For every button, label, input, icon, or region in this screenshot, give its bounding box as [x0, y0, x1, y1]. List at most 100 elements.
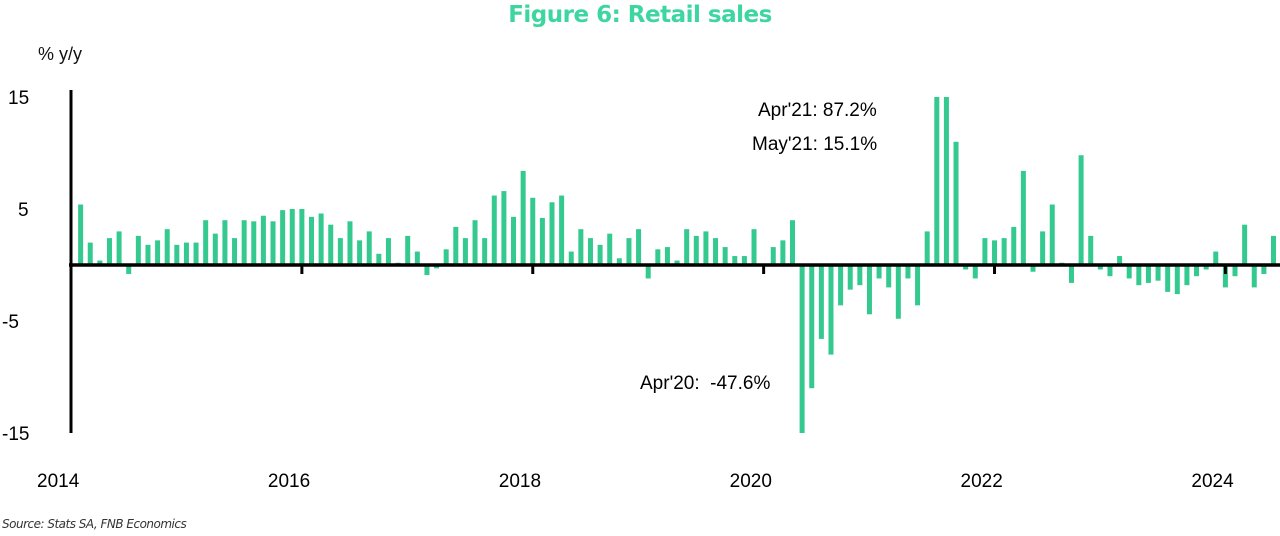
bar	[145, 244, 151, 265]
bar	[1030, 265, 1036, 272]
bar	[511, 216, 517, 265]
bar	[453, 226, 459, 265]
bar	[1145, 265, 1151, 283]
bar	[809, 265, 815, 389]
annotation-label: Apr'20: -47.6%	[640, 373, 770, 394]
bar	[895, 265, 901, 319]
bar	[636, 229, 642, 265]
bar	[414, 251, 420, 265]
bar	[847, 265, 853, 290]
bar	[664, 247, 670, 265]
bar	[539, 217, 545, 265]
bar	[501, 191, 507, 265]
bar	[876, 265, 882, 279]
bar	[549, 202, 555, 265]
bar	[866, 265, 872, 315]
bar	[732, 256, 738, 265]
bar	[963, 265, 969, 270]
bar	[376, 253, 382, 265]
bar	[905, 265, 911, 279]
bar	[116, 231, 122, 265]
bar	[1271, 235, 1276, 265]
bar	[424, 265, 430, 276]
bar	[347, 221, 353, 265]
bar	[953, 141, 959, 265]
bar	[568, 251, 574, 265]
bar	[674, 260, 680, 265]
bar	[992, 240, 998, 265]
bar	[472, 220, 478, 265]
bar	[1242, 224, 1248, 265]
bar	[799, 265, 805, 433]
y-axis-label: % y/y	[38, 44, 83, 64]
bar	[318, 213, 324, 265]
bar	[578, 229, 584, 265]
bar	[693, 235, 699, 265]
bar	[462, 238, 468, 265]
x-tick-label: 2022	[961, 471, 1003, 492]
bar	[1174, 265, 1180, 295]
bar	[587, 238, 593, 265]
bar	[443, 249, 449, 265]
bar	[713, 238, 719, 265]
bar	[751, 229, 757, 265]
bar	[270, 221, 276, 265]
bar	[405, 235, 411, 265]
bar	[1097, 265, 1103, 270]
bar	[1126, 265, 1132, 279]
bar	[1136, 265, 1142, 286]
bar	[1049, 204, 1055, 265]
bar	[626, 238, 632, 265]
bar	[328, 224, 334, 265]
y-tick-label: -15	[2, 424, 29, 445]
bar	[559, 195, 565, 265]
bar	[684, 229, 690, 265]
bar	[1194, 265, 1200, 277]
bar	[838, 265, 844, 306]
bar	[790, 220, 795, 265]
bar	[915, 265, 921, 306]
bar	[655, 249, 661, 265]
bar	[87, 242, 93, 265]
bar	[482, 238, 488, 265]
bar	[491, 195, 497, 265]
bar	[1165, 265, 1171, 292]
bar	[1232, 265, 1238, 277]
bar	[1020, 170, 1026, 265]
y-tick-label: 15	[8, 88, 29, 109]
bar	[934, 97, 940, 265]
y-tick-label: -5	[2, 312, 19, 333]
bar	[1155, 265, 1161, 281]
bar	[780, 240, 786, 265]
bar	[818, 265, 824, 339]
bar	[222, 220, 228, 265]
bar	[1222, 265, 1228, 288]
bar	[78, 204, 84, 265]
bar	[155, 240, 161, 265]
bar	[174, 244, 180, 265]
bar	[943, 97, 949, 265]
bar	[1184, 265, 1190, 286]
bar	[982, 238, 988, 265]
bar	[703, 231, 709, 265]
bar	[924, 231, 930, 265]
bar	[203, 220, 209, 265]
bar	[337, 238, 343, 265]
bar	[385, 238, 391, 265]
bar	[299, 209, 305, 265]
bar	[1078, 155, 1084, 265]
bar	[857, 265, 863, 286]
bar	[616, 258, 622, 265]
bar	[1107, 265, 1113, 277]
annotation-label: May'21: 15.1%	[752, 134, 877, 155]
x-tick-label: 2016	[268, 471, 310, 492]
y-tick-label: 5	[18, 200, 29, 221]
annotations-group: Apr'21: 87.2% May'21: 15.1% Apr'20: -47.6%	[640, 100, 877, 394]
bar	[1088, 235, 1094, 265]
bars-group	[78, 97, 1276, 433]
bar	[164, 229, 170, 265]
bar	[520, 170, 526, 265]
bar	[1213, 251, 1219, 265]
bar	[741, 256, 747, 265]
bar	[126, 265, 132, 274]
